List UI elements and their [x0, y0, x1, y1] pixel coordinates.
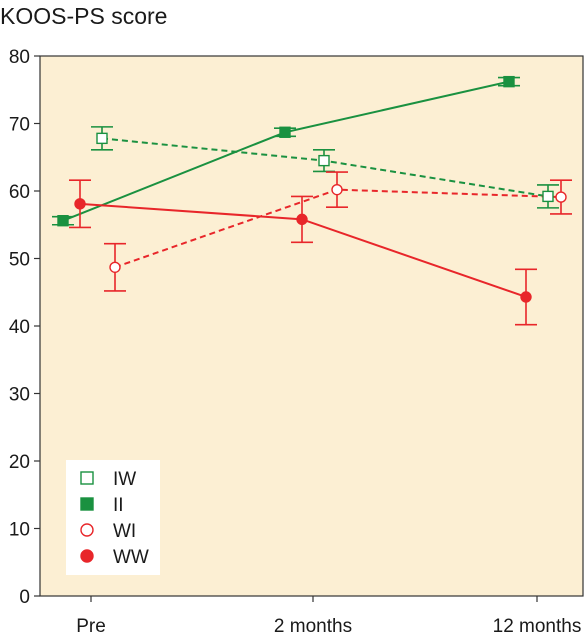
legend-label-ii: II	[113, 495, 124, 516]
y-tick-label: 60	[9, 182, 30, 203]
legend-marker-iw	[80, 471, 94, 485]
data-point-ww	[296, 213, 308, 226]
legend-label-iw: IW	[113, 469, 136, 490]
data-point-ww	[520, 291, 532, 303]
y-tick-label: 30	[9, 385, 30, 406]
y-tick-label: 10	[9, 520, 30, 541]
x-tick-label: 12 months	[493, 616, 582, 634]
y-tick-label: 50	[9, 250, 30, 271]
data-point-wi	[555, 191, 567, 203]
y-tick-label: 80	[9, 47, 30, 68]
data-point-ii	[503, 75, 515, 88]
chart-title: KOOS-PS score	[0, 3, 167, 29]
legend-marker-wi	[80, 523, 94, 537]
data-point-wi	[331, 183, 343, 196]
legend: IW II WI WW	[66, 460, 160, 575]
data-point-ww	[74, 198, 86, 210]
data-point-wi	[109, 261, 121, 273]
data-point-ii	[279, 126, 291, 138]
x-axis: Pre 2 months 12 months	[76, 596, 581, 634]
y-tick-label: 70	[9, 115, 30, 136]
x-tick-label: 2 months	[274, 616, 352, 634]
x-tick-label: Pre	[76, 616, 106, 634]
y-tick-label: 40	[9, 317, 30, 338]
legend-label-wi: WI	[113, 521, 136, 542]
y-axis: 0 10 20 30 40 50 60 70 80	[9, 47, 40, 608]
data-point-iw	[318, 154, 330, 167]
legend-marker-ii	[80, 497, 94, 511]
y-tick-label: 20	[9, 452, 30, 473]
data-point-ii	[57, 214, 69, 227]
data-point-iw	[542, 190, 554, 203]
series-layer	[52, 75, 572, 326]
legend-label-ww: WW	[113, 547, 149, 568]
data-point-iw	[96, 132, 108, 145]
legend-marker-ww	[80, 549, 94, 563]
y-tick-label: 0	[19, 587, 30, 608]
